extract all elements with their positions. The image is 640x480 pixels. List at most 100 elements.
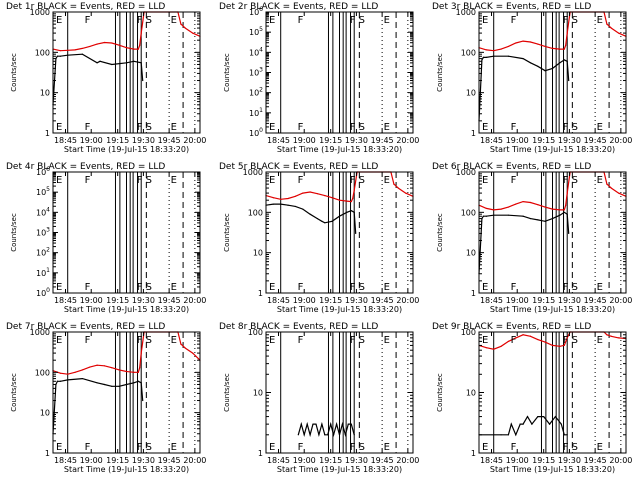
event-marker-label: F: [85, 175, 91, 186]
data-point-lld: [324, 194, 326, 197]
data-point-lld: [140, 32, 142, 34]
x-tick-label: 19:00: [506, 136, 529, 145]
y-tick-label: 100: [248, 208, 263, 217]
x-tick-label: 18:45: [267, 136, 290, 145]
detector-panel-3: Det 3r BLACK = Events, RED = LLD 1 10 100 10…: [432, 2, 632, 154]
x-tick-label: 19:45: [371, 456, 394, 465]
event-marker-label: F: [511, 122, 517, 133]
data-point-lld: [493, 209, 495, 211]
event-marker-label: E: [482, 282, 488, 293]
event-marker-label: E: [171, 282, 177, 293]
data-point-lld: [544, 206, 546, 208]
x-tick-label: 19:30: [132, 136, 155, 145]
event-marker-label: E: [56, 442, 62, 453]
data-point-lld: [515, 337, 517, 339]
data-point-events: [563, 59, 565, 61]
event-marker-label: F: [85, 335, 91, 346]
y-tick-label: 1: [258, 289, 263, 298]
event-marker-label: E: [171, 15, 177, 26]
data-point-lld: [96, 43, 98, 45]
data-point-lld: [89, 366, 91, 368]
x-tick-label: 18:45: [54, 136, 77, 145]
data-point-lld: [103, 365, 106, 367]
data-point-lld: [606, 183, 608, 185]
event-marker-label: S: [146, 175, 152, 186]
y-axis-label: Counts/sec: [436, 53, 444, 92]
event-marker-label: E: [597, 15, 603, 26]
panel-title: Det 7r BLACK = Events, RED = LLD: [6, 322, 165, 332]
x-tick-label: 19:15: [319, 136, 342, 145]
series-line-events: [478, 211, 570, 274]
data-point-lld: [618, 32, 620, 34]
data-point-lld: [606, 334, 608, 336]
data-point-events: [140, 382, 142, 384]
x-tick-label: 19:00: [293, 456, 316, 465]
data-point-events: [353, 434, 355, 436]
y-axis-label: Counts/sec: [436, 213, 444, 252]
x-tick-label: 19:30: [345, 296, 368, 305]
data-point-events: [544, 70, 546, 72]
event-marker-label: S: [359, 335, 365, 346]
event-marker-label: F: [511, 442, 517, 453]
data-point-events: [493, 214, 495, 216]
data-point-lld: [485, 347, 487, 349]
data-point-lld: [180, 343, 182, 345]
event-marker-label: E: [269, 335, 275, 346]
event-marker-label: F: [511, 282, 517, 293]
data-point-lld: [500, 345, 502, 347]
x-tick-label: 19:15: [532, 296, 555, 305]
data-point-lld: [551, 208, 554, 210]
y-tick-label: 100: [461, 208, 476, 217]
event-marker-label: E: [482, 442, 488, 453]
detector-panel-2: Det 2r BLACK = Events, RED = LLD 100 101 10…: [219, 2, 419, 154]
detector-panel-7: Det 7r BLACK = Events, RED = LLD 1 10 100 10…: [6, 322, 206, 474]
y-tick-label: 100: [35, 48, 50, 57]
y-tick-label: 100: [248, 328, 263, 337]
x-tick-label: 19:00: [506, 296, 529, 305]
data-point-events: [59, 380, 61, 382]
x-tick-label: 19:30: [558, 456, 581, 465]
y-tick-label: 10: [253, 389, 263, 398]
data-point-lld: [522, 334, 524, 336]
data-point-lld: [331, 197, 333, 199]
event-marker-label: F: [298, 175, 304, 186]
data-point-lld: [133, 48, 135, 50]
data-point-lld: [192, 32, 194, 34]
data-point-lld: [111, 42, 113, 44]
data-point-events: [338, 215, 341, 217]
y-tick-label: 10: [40, 409, 50, 418]
data-point-events: [302, 208, 304, 210]
plot-frame: [52, 331, 201, 454]
data-point-lld: [565, 44, 567, 46]
x-tick-label: 19:45: [584, 296, 607, 305]
y-tick-label: 10: [253, 249, 263, 258]
panel-title: Det 5r BLACK = Events, RED = LLD: [219, 162, 378, 172]
x-axis-label: Start Time (19-Jul-15 18:33:20): [64, 305, 189, 314]
data-point-events: [81, 53, 83, 55]
data-point-lld: [559, 209, 561, 211]
x-tick-label: 20:00: [609, 456, 632, 465]
event-marker-label: F: [298, 335, 304, 346]
y-tick-label: 100: [461, 328, 476, 337]
data-point-events: [515, 434, 517, 436]
event-marker-label: E: [56, 122, 62, 133]
event-marker-label: E: [482, 175, 488, 186]
event-marker-label: S: [572, 282, 578, 293]
x-tick-label: 19:00: [506, 456, 529, 465]
x-tick-label: 19:30: [345, 456, 368, 465]
panel-title: Det 3r BLACK = Events, RED = LLD: [432, 2, 591, 12]
data-point-events: [142, 399, 144, 402]
x-tick-label: 19:30: [345, 136, 368, 145]
series-line-events: [265, 203, 357, 234]
data-point-lld: [118, 369, 120, 371]
data-point-lld: [184, 27, 186, 29]
x-tick-label: 19:30: [132, 456, 155, 465]
y-axis-label: Counts/sec: [223, 373, 231, 412]
event-marker-label: E: [384, 282, 390, 293]
event-marker-label: F: [563, 175, 569, 186]
data-point-events: [287, 204, 289, 206]
event-marker-label: F: [137, 122, 143, 133]
y-tick-label: 105: [249, 26, 263, 37]
data-point-lld: [544, 45, 546, 48]
data-point-events: [297, 434, 299, 436]
